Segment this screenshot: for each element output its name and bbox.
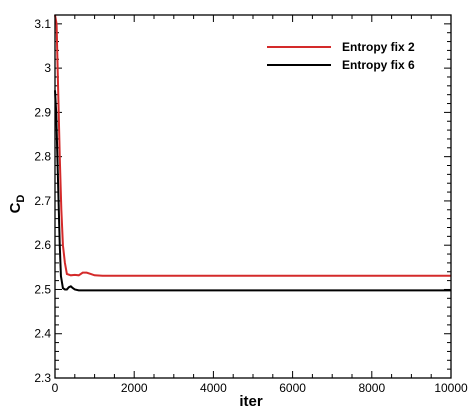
- tick-labels: 0 2000 4000 6000 8000 10000 2.3 2.4 2.5 2.6 2.7 2.8…: [34, 17, 468, 395]
- y-axis-title: CD: [7, 195, 27, 214]
- y-tick-label: 2.3: [34, 371, 51, 385]
- x-tick-label: 2000: [121, 381, 148, 395]
- y-tick-label: 2.7: [34, 194, 51, 208]
- series-lines: [54, 14, 451, 292]
- y-axis-title-main: C: [7, 202, 24, 213]
- legend: Entropy fix 2 Entropy fix 6: [267, 40, 415, 72]
- y-tick-label: 2.4: [34, 327, 51, 341]
- x-tick-label: 0: [52, 381, 59, 395]
- x-tick-label: 10000: [434, 381, 468, 395]
- legend-label-entropy-fix-6: Entropy fix 6: [342, 58, 415, 72]
- plot-frame: [54, 14, 452, 379]
- y-axis-title-subscript: D: [15, 195, 27, 203]
- y-tick-label: 3.1: [34, 17, 51, 31]
- y-tick-label: 2.9: [34, 105, 51, 119]
- series-line-0: [54, 14, 451, 277]
- y-tick-label: 3: [44, 61, 51, 75]
- y-tick-label: 2.5: [34, 282, 51, 296]
- legend-label-entropy-fix-2: Entropy fix 2: [342, 40, 415, 54]
- x-tick-label: 4000: [200, 381, 227, 395]
- x-tick-label: 8000: [358, 381, 385, 395]
- y-tick-label: 2.6: [34, 238, 51, 252]
- series-line-1: [54, 90, 451, 292]
- x-axis-title: iter: [239, 393, 263, 410]
- ticks: [54, 14, 452, 379]
- y-tick-label: 2.8: [34, 150, 51, 164]
- x-tick-label: 6000: [279, 381, 306, 395]
